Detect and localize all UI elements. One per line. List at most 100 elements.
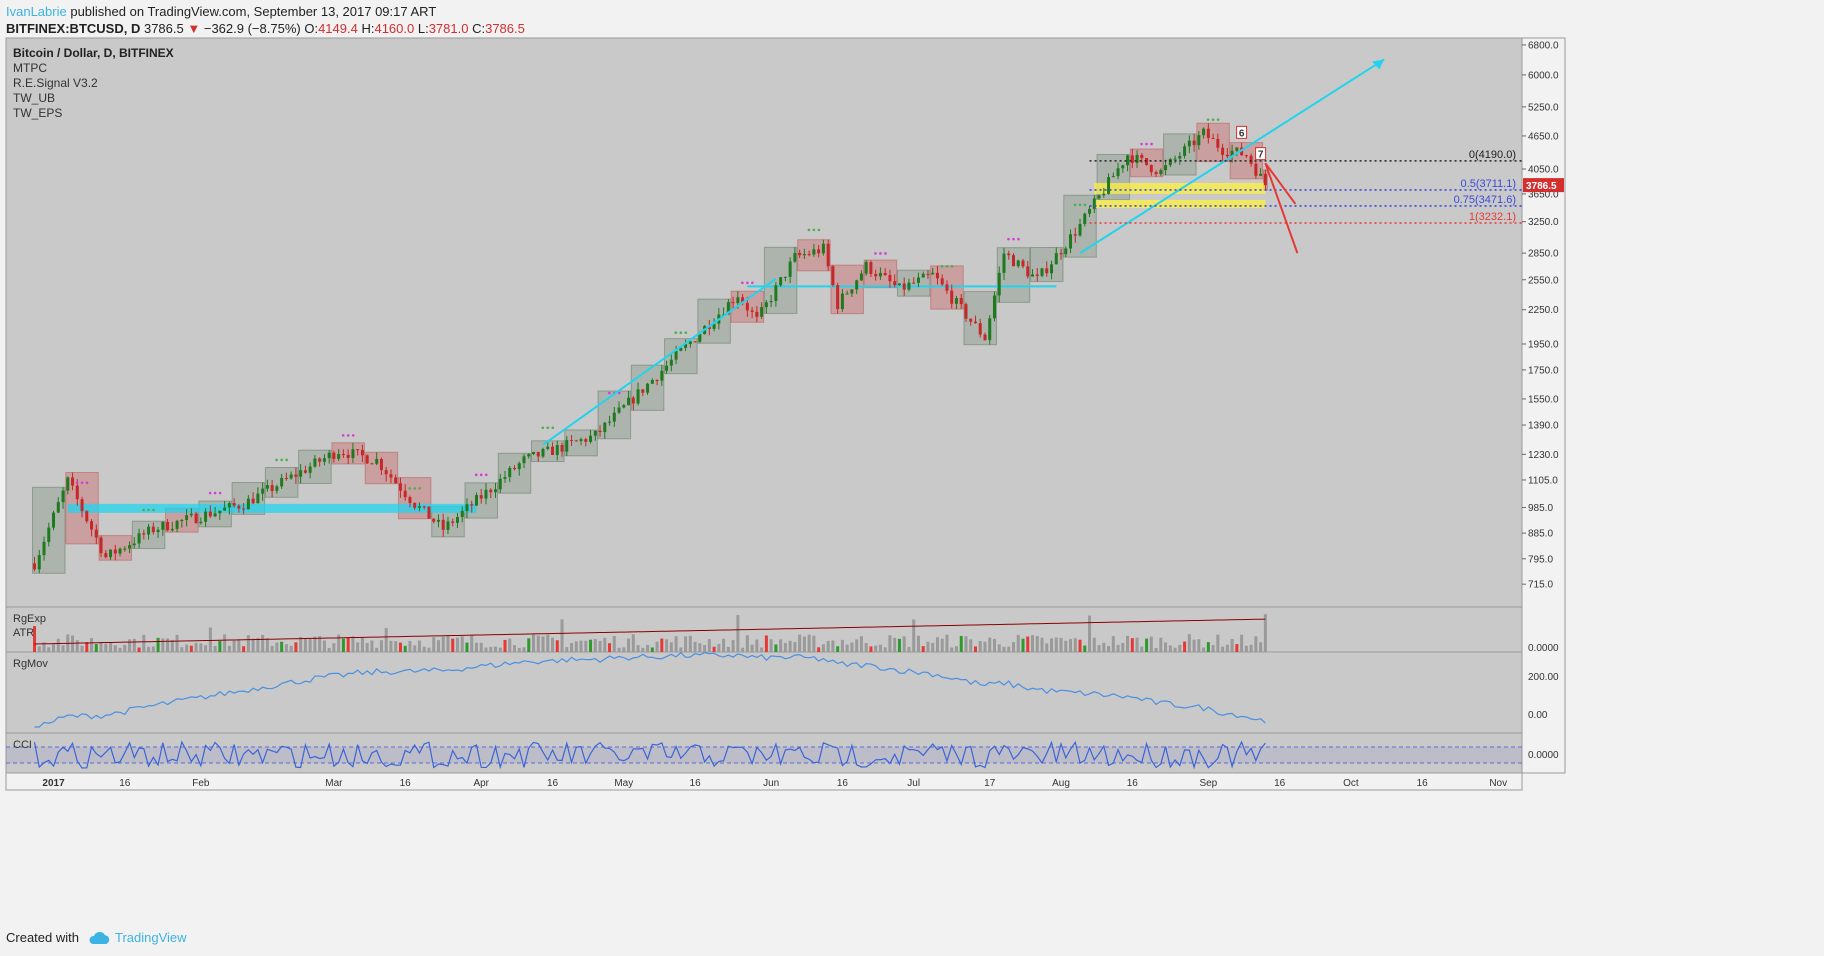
candle-body xyxy=(684,344,688,348)
candle-body xyxy=(1164,165,1168,171)
candle-body xyxy=(251,498,255,504)
volume-bar xyxy=(1263,614,1267,652)
time-label-6: 16 xyxy=(547,778,559,789)
open-label: O: xyxy=(304,21,319,36)
candle-body xyxy=(166,521,170,531)
tradingview-cloud-icon xyxy=(89,931,110,944)
price-tick-label-11: 1750.0 xyxy=(1528,365,1559,376)
fib-label-3: 1(3232.1) xyxy=(1469,211,1516,223)
volume-bar xyxy=(1206,642,1210,652)
candle-body xyxy=(878,273,882,277)
volume-bar xyxy=(598,640,602,652)
signal-dot xyxy=(1140,142,1143,146)
candle-body xyxy=(707,325,711,329)
candle-body xyxy=(1054,253,1058,265)
candle-body xyxy=(869,262,873,274)
candle-body xyxy=(579,439,583,441)
candle-body xyxy=(270,485,274,491)
signal-dot xyxy=(1078,203,1082,207)
tradingview-brand[interactable]: TradingView xyxy=(114,930,187,945)
price-tick-label-4: 4050.0 xyxy=(1528,165,1559,176)
candle-body xyxy=(1178,155,1182,159)
candle-body xyxy=(1197,135,1201,146)
volume-bar xyxy=(845,644,849,652)
volume-bar xyxy=(294,642,298,652)
volume-bar xyxy=(1225,644,1229,652)
volume-bar xyxy=(275,642,279,652)
candle-body xyxy=(1168,159,1172,166)
candle-body xyxy=(774,285,778,301)
candle-body xyxy=(379,458,383,471)
volume-bar xyxy=(1197,639,1201,652)
signal-dot xyxy=(474,473,478,477)
candle-body xyxy=(850,289,854,294)
volume-bar xyxy=(1011,642,1015,652)
volume-bar xyxy=(1107,646,1111,652)
quote-line: BITFINEX:BTCUSD, D 3786.5 ▼ −362.9 (−8.7… xyxy=(6,21,525,36)
candle-body xyxy=(446,521,450,530)
volume-bar xyxy=(1026,636,1030,652)
volume-bar xyxy=(546,634,550,652)
volume-bar xyxy=(783,643,787,652)
candle-body xyxy=(384,470,388,475)
candle-body xyxy=(261,488,265,494)
volume-bar xyxy=(1040,637,1044,652)
signal-dot xyxy=(817,228,821,232)
author-link[interactable]: IvanLabrie xyxy=(6,4,67,19)
price-tick-label-14: 1230.0 xyxy=(1528,450,1559,461)
signal-dot xyxy=(85,481,89,485)
consolidation-box xyxy=(664,338,698,375)
candle-body xyxy=(779,277,783,286)
candle-body xyxy=(959,298,963,305)
candle-body xyxy=(964,304,968,319)
candle-body xyxy=(422,506,426,508)
candle-body xyxy=(265,485,269,489)
volume-bar xyxy=(745,635,749,652)
volume-bar xyxy=(850,642,854,652)
candle-body xyxy=(75,485,79,500)
candle-body xyxy=(864,262,868,274)
candle-body xyxy=(237,505,241,509)
volume-bar xyxy=(503,639,507,652)
candle-body xyxy=(1002,253,1006,273)
volume-bar xyxy=(1097,645,1101,652)
subpanel-label-0-1: ATR xyxy=(13,627,34,639)
candle-body xyxy=(574,440,578,442)
signal-dot xyxy=(413,487,417,490)
low-label: L: xyxy=(417,21,429,36)
candle-body xyxy=(37,555,41,570)
price-tick-label-17: 885.0 xyxy=(1528,529,1553,540)
time-label-8: 16 xyxy=(690,778,702,789)
candle-body xyxy=(598,430,602,433)
volume-bar xyxy=(570,642,574,652)
tradingview-link[interactable]: TradingView xyxy=(87,930,187,945)
time-label-15: Sep xyxy=(1199,778,1217,789)
volume-bar xyxy=(208,627,212,652)
volume-bar xyxy=(42,642,46,652)
volume-bar xyxy=(636,645,640,652)
signal-dot xyxy=(1083,203,1087,207)
candle-body xyxy=(1059,253,1063,255)
candle-body xyxy=(907,282,911,290)
candle-body xyxy=(555,445,559,455)
symbol: BITFINEX:BTCUSD, D xyxy=(6,21,141,36)
candle-body xyxy=(693,341,697,343)
candle-body xyxy=(474,495,478,506)
candle-body xyxy=(370,463,374,465)
volume-bar xyxy=(398,642,402,652)
candle-body xyxy=(137,533,141,544)
candle-body xyxy=(1145,158,1149,165)
candle-body xyxy=(313,458,317,467)
volume-bar xyxy=(840,639,844,652)
consolidation-box xyxy=(763,246,798,314)
candle-body xyxy=(883,273,887,276)
volume-bar xyxy=(470,635,474,652)
volume-bar xyxy=(370,640,374,652)
volume-bar xyxy=(256,637,260,652)
signal-dot xyxy=(884,252,887,255)
candle-body xyxy=(503,477,507,479)
volume-bar xyxy=(204,645,208,652)
signal-dot xyxy=(418,487,422,490)
volume-bar xyxy=(484,647,488,652)
